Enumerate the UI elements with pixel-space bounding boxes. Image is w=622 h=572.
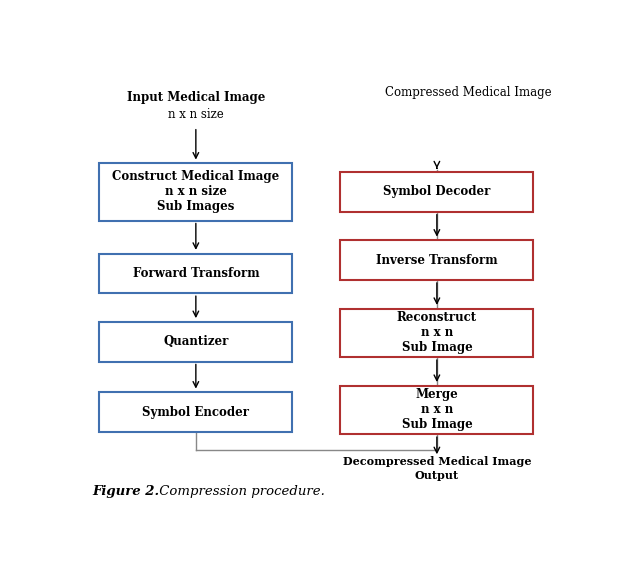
FancyBboxPatch shape: [100, 322, 292, 362]
Text: Quantizer: Quantizer: [163, 335, 228, 348]
Text: Output: Output: [415, 470, 459, 480]
FancyBboxPatch shape: [100, 164, 292, 221]
Text: Decompressed Medical Image: Decompressed Medical Image: [343, 456, 531, 467]
Text: Input Medical Image: Input Medical Image: [127, 91, 265, 104]
Text: Inverse Transform: Inverse Transform: [376, 254, 498, 267]
Text: Symbol Decoder: Symbol Decoder: [383, 185, 491, 198]
FancyBboxPatch shape: [100, 253, 292, 293]
Text: Compressed Medical Image: Compressed Medical Image: [385, 86, 552, 100]
FancyBboxPatch shape: [340, 240, 533, 280]
Text: Symbol Encoder: Symbol Encoder: [142, 406, 249, 419]
Text: Forward Transform: Forward Transform: [132, 267, 259, 280]
Text: Merge
n x n
Sub Image: Merge n x n Sub Image: [402, 388, 472, 431]
FancyBboxPatch shape: [340, 172, 533, 212]
Text: Compression procedure.: Compression procedure.: [155, 485, 325, 498]
Text: Reconstruct
n x n
Sub Image: Reconstruct n x n Sub Image: [397, 311, 477, 355]
Text: Construct Medical Image
n x n size
Sub Images: Construct Medical Image n x n size Sub I…: [112, 170, 279, 213]
FancyBboxPatch shape: [340, 309, 533, 357]
FancyBboxPatch shape: [340, 386, 533, 434]
Text: n x n size: n x n size: [168, 108, 224, 121]
Text: Figure 2.: Figure 2.: [92, 485, 159, 498]
FancyBboxPatch shape: [100, 392, 292, 432]
